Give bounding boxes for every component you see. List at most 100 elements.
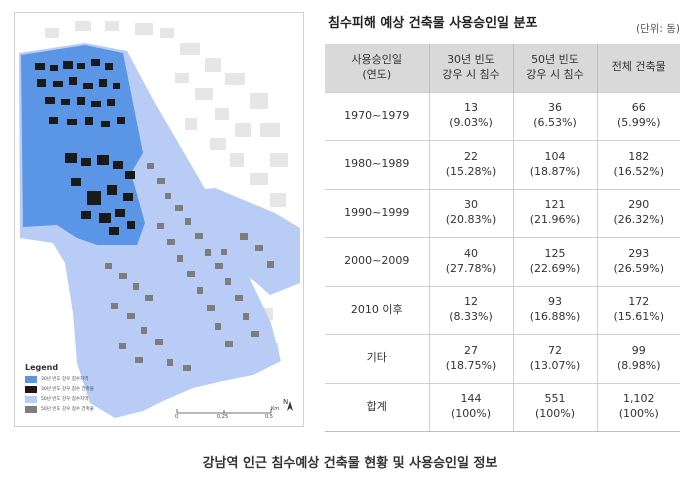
cell-total-buildings: 99 (8.98%) bbox=[596, 334, 680, 383]
legend-swatch bbox=[25, 395, 37, 403]
header-approval-year: 사용승인일 (연도) bbox=[325, 44, 429, 92]
header-line: 강우 시 침수 bbox=[442, 67, 500, 81]
header-line: 50년 빈도 bbox=[531, 52, 579, 66]
cell-value: 2000~2009 bbox=[344, 254, 410, 268]
cell-value: 72 bbox=[548, 343, 562, 357]
cell-value: 합계 bbox=[366, 399, 387, 413]
cell-50yr-flood: 125 (22.69%) bbox=[512, 237, 597, 286]
header-line: (연도) bbox=[362, 67, 392, 81]
cell-value: 172 bbox=[628, 295, 650, 309]
cell-value: (26.32%) bbox=[613, 213, 665, 227]
cell-value: (20.83%) bbox=[445, 213, 497, 227]
legend-label: 30년 빈도 강우 침수 건축물 bbox=[41, 387, 94, 392]
cell-value: 13 bbox=[464, 101, 478, 115]
cell-total-buildings: 1,102 (100%) bbox=[596, 382, 680, 432]
cell-value: 125 bbox=[544, 246, 566, 260]
cell-value: 99 bbox=[631, 343, 646, 357]
cell-value: (15.61%) bbox=[613, 310, 665, 324]
cell-value: 30 bbox=[464, 198, 478, 212]
cell-approval-year: 1970~1979 bbox=[325, 91, 429, 141]
cell-50yr-flood: 93 (16.88%) bbox=[512, 285, 597, 335]
cell-value: (13.07%) bbox=[529, 358, 581, 372]
cell-value: (100%) bbox=[618, 407, 659, 421]
cell-value: 22 bbox=[464, 149, 478, 163]
cell-value: (26.59%) bbox=[613, 261, 665, 275]
cell-total-buildings: 293 (26.59%) bbox=[596, 237, 680, 286]
cell-value: 기타 bbox=[366, 351, 387, 365]
legend-swatch bbox=[25, 405, 37, 413]
cell-total-buildings: 290 (26.32%) bbox=[596, 188, 680, 238]
scale-tick-label: 0 bbox=[175, 414, 179, 420]
legend-label: 50년 빈도 강우 침수 건축물 bbox=[41, 407, 94, 412]
cell-value: 104 bbox=[544, 149, 566, 163]
cell-approval-year: 2010 이후 bbox=[325, 285, 429, 335]
unit-note: (단위: 동) bbox=[635, 23, 680, 35]
header-total-buildings: 전체 건축물 bbox=[596, 44, 680, 92]
cell-value: 290 bbox=[628, 198, 650, 212]
legend-label: 30년 빈도 강우 침수지역 bbox=[41, 377, 89, 382]
cell-value: 1970~1979 bbox=[344, 108, 410, 122]
header-line: 전체 건축물 bbox=[611, 60, 666, 74]
north-arrow-icon bbox=[287, 401, 293, 411]
cell-total-buildings: 182 (16.52%) bbox=[596, 140, 680, 189]
flood-area-50yr-east bbox=[165, 188, 300, 295]
table-row: 합계 144 (100%) 551 (100%) 1,102 (100%) bbox=[325, 382, 680, 432]
scale-tick-label: 0.5 bbox=[265, 414, 273, 420]
header-30yr-flood: 30년 빈도 강우 시 침수 bbox=[428, 44, 513, 92]
cell-value: 27 bbox=[464, 343, 478, 357]
header-50yr-flood: 50년 빈도 강우 시 침수 bbox=[512, 44, 597, 92]
cell-30yr-flood: 30 (20.83%) bbox=[428, 188, 513, 238]
cell-30yr-flood: 22 (15.28%) bbox=[428, 140, 513, 189]
cell-total-buildings: 66 (5.99%) bbox=[596, 91, 680, 141]
header-line: 30년 빈도 bbox=[447, 52, 495, 66]
cell-value: 1980~1989 bbox=[344, 157, 410, 171]
scale-labels: 0 0.25 0.5 Km bbox=[175, 404, 295, 424]
flood-map-graphic bbox=[19, 21, 300, 418]
scale-tick-label: 0.25 bbox=[217, 414, 229, 420]
flood-map: Legend 30년 빈도 강우 침수지역 30년 빈도 강우 침수 건축물 5… bbox=[14, 12, 304, 427]
cell-value: (27.78%) bbox=[445, 261, 497, 275]
legend-item: 30년 빈도 강우 침수지역 bbox=[25, 375, 94, 383]
header-line: 사용승인일 bbox=[351, 52, 403, 66]
cell-value: 36 bbox=[548, 101, 562, 115]
legend-swatch bbox=[25, 375, 37, 383]
cell-value: (21.96%) bbox=[529, 213, 581, 227]
table-row: 1970~1979 13 (9.03%) 36 (6.53%) 66 (5.99%) bbox=[325, 91, 680, 141]
north-label: N bbox=[283, 398, 289, 406]
map-legend: Legend 30년 빈도 강우 침수지역 30년 빈도 강우 침수 건축물 5… bbox=[25, 363, 94, 415]
figure-caption: 강남역 인근 침수예상 건축물 현황 및 사용승인일 정보 bbox=[202, 456, 498, 471]
table-row: 2010 이후 12 (8.33%) 93 (16.88%) 172 (15.61%) bbox=[325, 285, 680, 335]
cell-value: 293 bbox=[628, 246, 650, 260]
table-row: 1990~1999 30 (20.83%) 121 (21.96%) 290 (26.32%… bbox=[325, 188, 680, 238]
approval-date-table: 사용승인일 (연도) 30년 빈도 강우 시 침수 50년 빈도 강우 시 침수… bbox=[325, 44, 680, 432]
scale-unit-label: Km bbox=[271, 406, 280, 412]
cell-approval-year: 합계 bbox=[325, 382, 429, 432]
cell-value: 1990~1999 bbox=[344, 205, 410, 219]
cell-value: 182 bbox=[628, 149, 650, 163]
cell-value: 12 bbox=[464, 295, 478, 309]
cell-50yr-flood: 551 (100%) bbox=[512, 382, 597, 432]
legend-item: 50년 빈도 강우 침수 건축물 bbox=[25, 405, 94, 413]
cell-30yr-flood: 13 (9.03%) bbox=[428, 91, 513, 141]
table-row: 2000~2009 40 (27.78%) 125 (22.69%) 293 (26.59%… bbox=[325, 237, 680, 286]
cell-30yr-flood: 40 (27.78%) bbox=[428, 237, 513, 286]
cell-value: 93 bbox=[548, 295, 562, 309]
cell-value: (9.03%) bbox=[449, 116, 493, 130]
cell-value: 40 bbox=[464, 246, 478, 260]
cell-30yr-flood: 27 (18.75%) bbox=[428, 334, 513, 383]
legend-label: 50년 빈도 강우 침수지역 bbox=[41, 397, 89, 402]
legend-item: 50년 빈도 강우 침수지역 bbox=[25, 395, 94, 403]
cell-value: (16.52%) bbox=[613, 164, 665, 178]
cell-total-buildings: 172 (15.61%) bbox=[596, 285, 680, 335]
cell-value: (100%) bbox=[534, 407, 576, 421]
cell-approval-year: 기타 bbox=[325, 334, 429, 383]
cell-value: (6.53%) bbox=[533, 116, 577, 130]
cell-value: (16.88%) bbox=[529, 310, 581, 324]
cell-value: (15.28%) bbox=[445, 164, 497, 178]
cell-value: 144 bbox=[460, 392, 482, 406]
legend-item: 30년 빈도 강우 침수 건축물 bbox=[25, 385, 94, 393]
cell-30yr-flood: 12 (8.33%) bbox=[428, 285, 513, 335]
legend-title: Legend bbox=[25, 363, 59, 372]
cell-approval-year: 1980~1989 bbox=[325, 140, 429, 189]
cell-approval-year: 1990~1999 bbox=[325, 188, 429, 238]
